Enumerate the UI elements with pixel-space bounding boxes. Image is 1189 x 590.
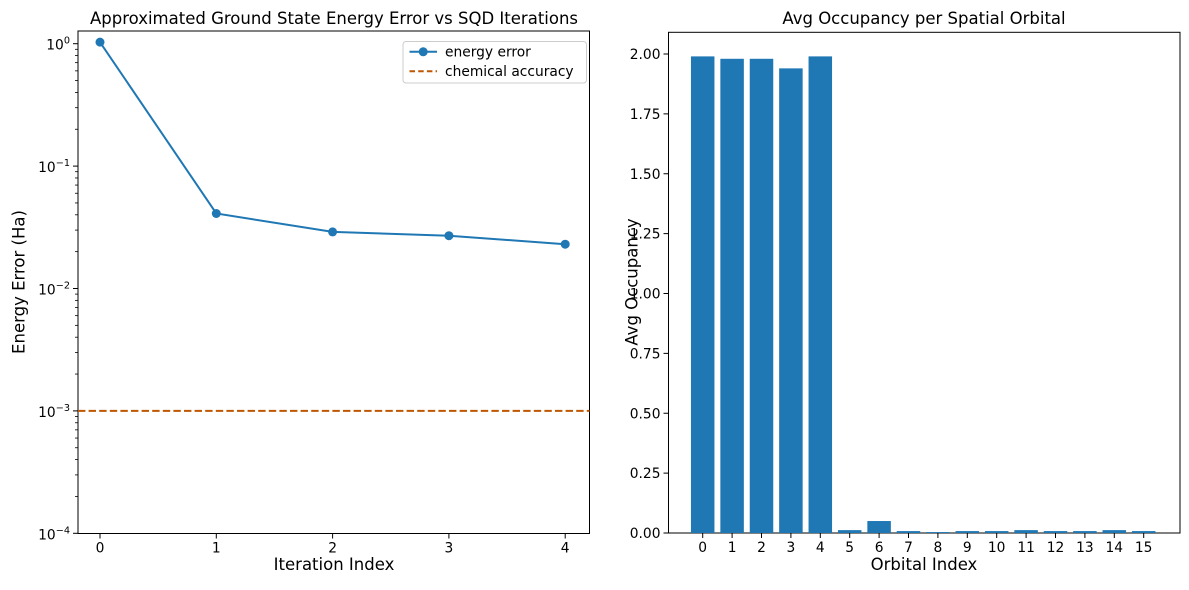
occupancy-bar [1014,530,1038,533]
occupancy-bar [926,532,950,533]
x-tick-label: 1 [728,540,737,556]
occupancy-bar [867,521,891,533]
occupancy-bar [1102,530,1127,533]
occupancy-bar [690,56,715,534]
data-point-marker [95,37,105,47]
x-tick-label: 4 [561,541,570,557]
data-point-marker [211,208,221,218]
occupancy-bar [720,58,744,533]
right-axes-spines [668,31,1181,534]
x-tick-label: 4 [816,540,825,556]
x-tick-label: 0 [698,540,707,556]
x-tick-label: 11 [1017,540,1035,556]
y-tick-label: 10−1 [38,158,70,176]
x-tick-label: 5 [845,540,854,556]
y-tick-label: 1.50 [630,167,661,183]
left-xaxis-label: Iteration Index [273,555,395,574]
occupancy-bar [955,531,980,533]
x-tick-label: 9 [963,540,972,556]
x-tick-label: 2 [328,541,337,557]
y-tick-label: 1.75 [630,107,661,123]
x-tick-label: 13 [1076,540,1094,556]
x-tick-label: 6 [875,540,884,556]
y-tick-label: 0.00 [630,526,661,542]
x-tick-label: 15 [1135,540,1153,556]
right-chart-title: Avg Occupancy per Spatial Orbital [782,9,1066,28]
x-tick-label: 8 [934,540,943,556]
legend-label: chemical accuracy [445,64,574,80]
occupancy-bar [1131,531,1156,533]
y-tick-label: 1.00 [630,287,661,303]
occupancy-bar [984,531,1009,533]
occupancy-bar [779,68,803,534]
left-chart-title: Approximated Ground State Energy Error v… [89,9,579,28]
occupancy-bar [1073,531,1097,533]
x-tick-label: 3 [787,540,796,556]
right-yaxis-label: Avg Occupancy [622,218,642,346]
y-tick-label: 2.00 [630,47,661,63]
data-point-marker [444,231,454,241]
x-tick-label: 14 [1106,540,1124,556]
y-tick-label: 1.25 [630,227,661,243]
legend-marker-sample [418,47,428,57]
y-tick-label: 0.25 [630,466,661,482]
occupancy-bar [837,530,862,533]
y-tick-label: 10−4 [38,525,70,543]
legend-label: energy error [445,44,531,60]
y-tick-label: 10−3 [38,403,70,421]
data-point-marker [560,239,570,249]
legend-box [402,41,587,84]
x-tick-label: 1 [212,541,221,557]
x-tick-label: 12 [1047,540,1065,556]
right-axes: 0.000.250.500.751.001.251.501.752.000 1 2 3… [630,31,1181,556]
occupancy-bar [896,531,921,533]
legend: energy error chemical accuracy [402,41,587,84]
occupancy-bar [749,58,774,533]
y-tick-label: 0.50 [630,406,661,422]
left-axes: 100 10−1 10−2 10−3 10−4 0 1 2 3 4 energy error chem… [38,30,590,557]
data-point-marker [328,227,338,237]
y-tick-label: 100 [46,36,70,54]
x-tick-label: 0 [96,541,105,557]
occupancy-bar [1043,531,1068,533]
occupancy-bar [808,56,833,534]
x-tick-label: 2 [757,540,766,556]
x-tick-label: 3 [445,541,454,557]
y-tick-label: 10−2 [38,281,70,299]
left-axes-spines [77,30,590,534]
x-tick-label: 10 [988,540,1006,556]
x-tick-label: 7 [904,540,913,556]
right-xaxis-label: Orbital Index [870,555,978,574]
y-tick-label: 0.75 [630,346,661,362]
left-yaxis-label: Energy Error (Ha) [9,210,29,354]
